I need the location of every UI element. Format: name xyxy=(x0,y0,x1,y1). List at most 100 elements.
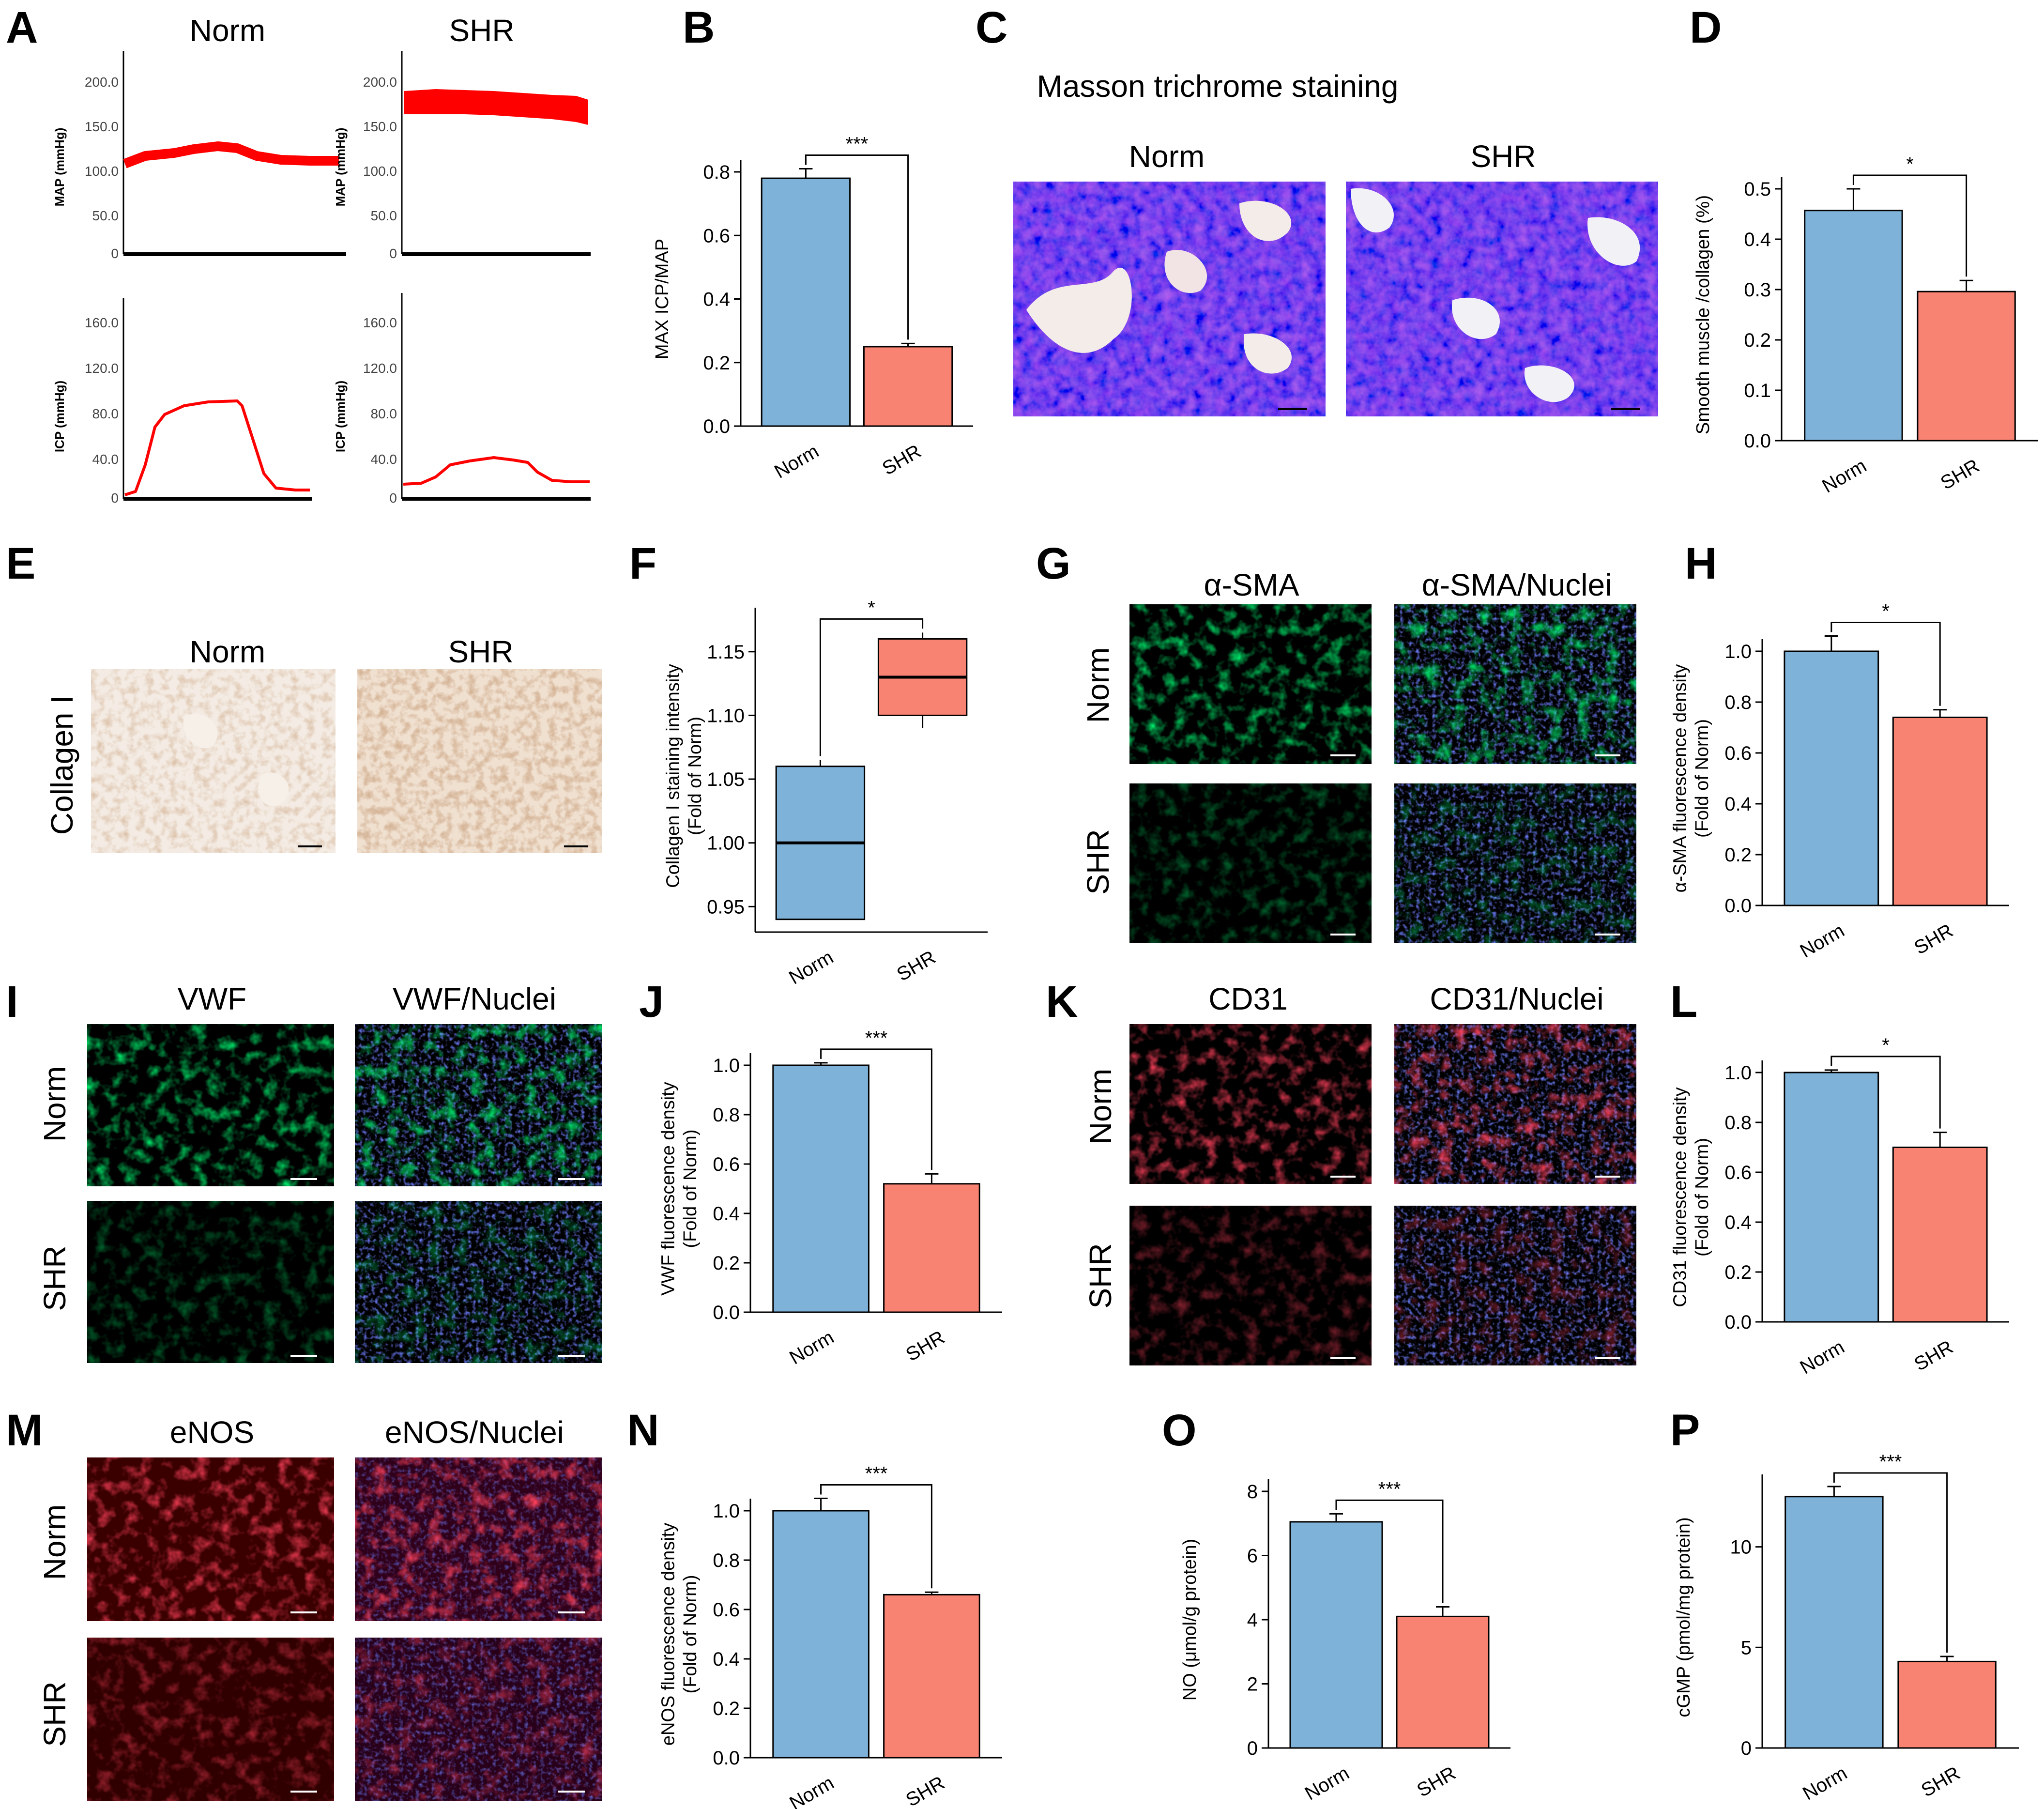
panel-label-d: D xyxy=(1690,3,1722,52)
panel-e-header-norm: Norm xyxy=(190,634,265,669)
chart-b-bar xyxy=(863,346,953,427)
chart-p-category-label: SHR xyxy=(1918,1763,1964,1801)
chart-h-ytick-label: 0.0 xyxy=(1724,895,1752,917)
chart-f-ytick-label: 1.15 xyxy=(707,642,745,663)
chart-j-significance-bracket xyxy=(820,1048,932,1170)
cd31-shr-merge xyxy=(1394,1206,1636,1365)
chart-f-y-axis-title: Collagen I staining intensity(Fold of No… xyxy=(663,664,705,888)
vwf-norm-merge xyxy=(355,1024,602,1186)
panel-label-n: N xyxy=(627,1406,659,1455)
chart-o-significance-bracket xyxy=(1335,1499,1444,1603)
chart-p-ytick-label: 5 xyxy=(1741,1637,1752,1658)
chart-j-ytick-label: 0.8 xyxy=(713,1104,740,1126)
map-tick-200: 200.0 xyxy=(85,75,119,90)
chart-h-ytick-label: 0.8 xyxy=(1724,692,1752,713)
chart-d-ytick-label: 0.3 xyxy=(1744,279,1771,301)
panel-k-row-shr: SHR xyxy=(1083,1243,1118,1308)
enos-shr-merge xyxy=(355,1638,602,1801)
icp-tick-40: 40.0 xyxy=(371,452,397,467)
chart-b-max-icp-map: 0.0 0.2 0.4 0.6 0.8 MAX ICP/MAP Norm SHR *** xyxy=(652,133,973,483)
vwf-norm-green xyxy=(87,1024,334,1186)
chart-l-significance-bracket xyxy=(1830,1056,1941,1129)
trace-shr-icp: ICP (mmHg) 160.0 120.0 80.0 40.0 0 xyxy=(333,293,591,506)
panel-m-enos-images: eNOS eNOS/Nuclei Norm SHR xyxy=(37,1415,602,1801)
trace-norm-map: MAP (mmHg) 200.0 150.0 100.0 50.0 0 xyxy=(52,51,346,261)
chart-n-category-label: SHR xyxy=(902,1772,948,1809)
chart-d-ytick-label: 0.1 xyxy=(1744,380,1771,401)
chart-b-category-label: Norm xyxy=(771,441,823,483)
chart-h-significance-label: * xyxy=(1882,601,1890,622)
chart-d-y-axis-title: Smooth muscle /collagen (%) xyxy=(1693,195,1713,434)
cd31-shr-red xyxy=(1129,1206,1372,1365)
chart-d-ytick-label: 0.4 xyxy=(1744,229,1771,250)
chart-j-ytick-label: 0.6 xyxy=(713,1154,740,1175)
chart-o-y-axis-title: NO (μmol/g protein) xyxy=(1180,1539,1200,1701)
chart-j-category-label: SHR xyxy=(902,1327,948,1365)
panel-e-collagen-ihc: Norm SHR Collagen I xyxy=(45,634,602,853)
chart-b-ytick-label: 0.2 xyxy=(703,353,730,374)
panel-k-cd31-images: CD31 CD31/Nuclei Norm SHR xyxy=(1083,981,1636,1365)
chart-h-y-axis-title: α-SMA fluorescence density(Fold of Norm) xyxy=(1670,664,1712,893)
enos-norm-merge xyxy=(355,1457,602,1621)
panel-g-asma-images: α-SMA α-SMA/Nuclei Norm SHR xyxy=(1081,567,1636,943)
chart-b-category-label: SHR xyxy=(879,441,925,479)
masson-shr-image xyxy=(1346,182,1658,416)
panel-a-header-norm: Norm xyxy=(190,13,265,48)
collagen-norm-image xyxy=(91,669,336,853)
map-tick-150: 150.0 xyxy=(85,119,119,134)
panel-label-i: I xyxy=(6,977,18,1027)
chart-p-ytick-label: 10 xyxy=(1730,1537,1752,1558)
panel-a-pressure-traces: Norm SHR MAP (mmHg) 200.0 150.0 100.0 50… xyxy=(52,13,591,506)
chart-b-ytick-label: 0.8 xyxy=(703,162,730,183)
chart-f-ytick-label: 0.95 xyxy=(707,896,745,918)
panel-m-header-2: eNOS/Nuclei xyxy=(385,1415,564,1450)
panel-e-header-shr: SHR xyxy=(448,634,513,669)
chart-l-ytick-label: 0.8 xyxy=(1724,1112,1752,1134)
map-tick-200: 200.0 xyxy=(363,75,397,90)
icp-axis-title: ICP (mmHg) xyxy=(333,381,348,452)
chart-d-category-label: SHR xyxy=(1937,455,1983,494)
panel-a-header-shr: SHR xyxy=(449,13,514,48)
chart-n-ytick-label: 0.6 xyxy=(713,1599,740,1621)
panel-k-row-norm: Norm xyxy=(1083,1069,1118,1144)
chart-n-ytick-label: 0.2 xyxy=(713,1698,740,1719)
chart-n-ytick-label: 0.8 xyxy=(713,1550,740,1571)
panel-m-row-norm: Norm xyxy=(37,1504,72,1580)
panel-i-header-1: VWF xyxy=(178,981,246,1016)
chart-o-ytick-label: 4 xyxy=(1247,1610,1258,1631)
chart-b-ytick-label: 0.0 xyxy=(703,416,730,437)
chart-f-category-label: SHR xyxy=(893,947,939,985)
panel-label-p: P xyxy=(1670,1406,1700,1455)
chart-j-significance-label: *** xyxy=(865,1027,888,1049)
chart-l-cd31-density: 0.0 0.2 0.4 0.6 0.8 1.0 CD31 fluorescence dens… xyxy=(1670,1035,2009,1379)
asma-norm-merge xyxy=(1394,604,1636,764)
chart-f-significance-bracket xyxy=(819,618,924,756)
chart-d-ytick-label: 0.5 xyxy=(1744,179,1771,200)
chart-l-category-label: SHR xyxy=(1911,1336,1957,1375)
panel-m-row-shr: SHR xyxy=(37,1681,72,1747)
chart-h-ytick-label: 1.0 xyxy=(1724,641,1752,662)
vwf-shr-green xyxy=(87,1201,334,1363)
panel-label-e: E xyxy=(6,539,35,588)
chart-d-significance-label: * xyxy=(1906,153,1914,175)
asma-shr-green xyxy=(1129,783,1372,943)
chart-n-bar xyxy=(772,1510,869,1759)
chart-n-significance-label: *** xyxy=(865,1463,888,1485)
chart-h-category-label: SHR xyxy=(1911,920,1957,959)
chart-n-significance-bracket xyxy=(820,1484,932,1589)
panel-g-header-2: α-SMA/Nuclei xyxy=(1422,567,1612,602)
panel-c-header-norm: Norm xyxy=(1129,139,1205,174)
panel-i-vwf-images: VWF VWF/Nuclei Norm SHR xyxy=(37,981,602,1363)
panel-i-row-shr: SHR xyxy=(37,1245,72,1311)
chart-p-bar xyxy=(1785,1496,1884,1749)
chart-p-significance-label: *** xyxy=(1879,1451,1902,1472)
chart-j-y-axis-title: VWF fluorescence density(Fold of Norm) xyxy=(658,1082,701,1295)
chart-l-bar xyxy=(1784,1072,1879,1323)
panel-label-o: O xyxy=(1162,1406,1197,1455)
chart-f-significance-label: * xyxy=(868,597,875,618)
trace-shr-map: MAP (mmHg) 200.0 150.0 100.0 50.0 0 xyxy=(333,51,591,261)
panel-label-k: K xyxy=(1046,977,1078,1027)
icp-axis-title: ICP (mmHg) xyxy=(52,381,67,452)
